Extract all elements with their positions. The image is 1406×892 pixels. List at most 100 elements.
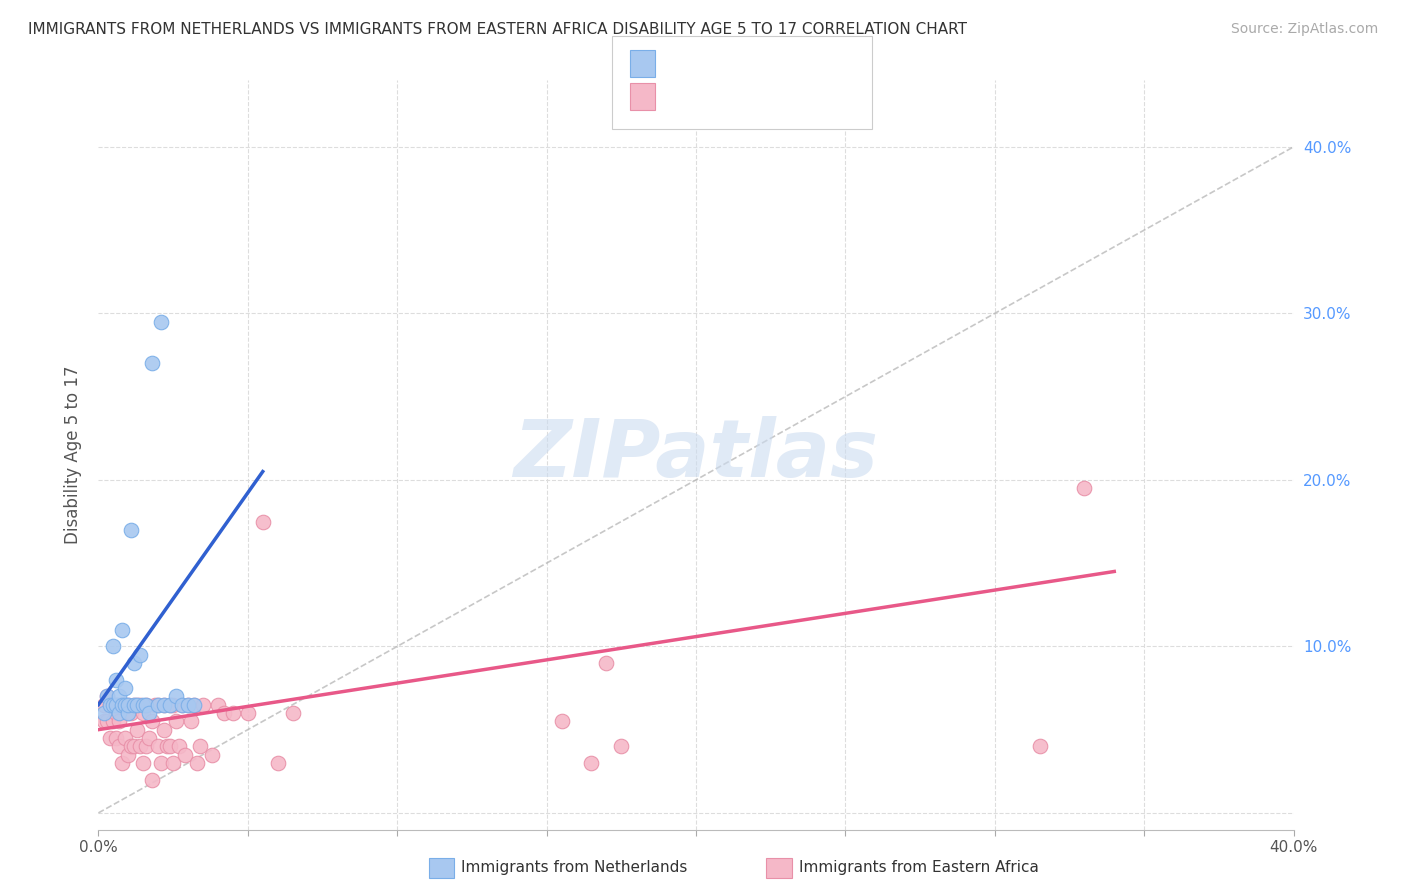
Point	[132, 698, 155, 712]
Text: 0.269: 0.269	[700, 58, 744, 72]
Point	[150, 315, 173, 329]
Point	[103, 698, 125, 712]
Point	[108, 706, 131, 720]
Point	[135, 739, 157, 754]
Point	[111, 623, 134, 637]
Point	[117, 698, 139, 712]
Point	[167, 739, 190, 754]
Point	[159, 739, 181, 754]
Point	[114, 681, 136, 695]
Point	[132, 756, 155, 770]
Point	[177, 698, 200, 712]
Point	[105, 706, 128, 720]
Point	[103, 714, 125, 729]
Point	[550, 714, 572, 729]
Point	[156, 739, 179, 754]
Point	[124, 698, 146, 712]
Text: R =: R =	[664, 58, 697, 72]
Point	[117, 706, 139, 720]
Point	[188, 739, 211, 754]
Text: 71: 71	[804, 91, 824, 105]
Point	[138, 706, 160, 720]
Point	[141, 772, 163, 787]
Point	[103, 698, 125, 712]
Point	[135, 698, 157, 712]
Point	[129, 648, 152, 662]
Point	[103, 640, 125, 654]
Point	[183, 698, 205, 712]
Point	[159, 698, 181, 712]
Point	[98, 731, 122, 745]
Point	[108, 690, 131, 704]
Point	[191, 698, 214, 712]
Point	[105, 731, 128, 745]
Point	[581, 756, 603, 770]
Point	[117, 698, 139, 712]
Point	[120, 706, 142, 720]
Point	[186, 756, 208, 770]
Point	[98, 698, 122, 712]
Point	[201, 747, 224, 762]
Point	[114, 731, 136, 745]
Point	[165, 690, 187, 704]
Point	[108, 739, 131, 754]
Text: Immigrants from Eastern Africa: Immigrants from Eastern Africa	[799, 860, 1039, 874]
Point	[127, 698, 149, 712]
Point	[138, 731, 160, 745]
Point	[105, 698, 128, 712]
Text: R =: R =	[664, 91, 697, 105]
Point	[124, 698, 146, 712]
Point	[150, 756, 173, 770]
Point	[153, 698, 176, 712]
Point	[111, 698, 134, 712]
Point	[148, 739, 170, 754]
Point	[153, 723, 176, 737]
Point	[124, 739, 146, 754]
Point	[105, 698, 128, 712]
Text: IMMIGRANTS FROM NETHERLANDS VS IMMIGRANTS FROM EASTERN AFRICA DISABILITY AGE 5 T: IMMIGRANTS FROM NETHERLANDS VS IMMIGRANT…	[28, 22, 967, 37]
Point	[117, 706, 139, 720]
Point	[148, 698, 170, 712]
Point	[165, 714, 187, 729]
Point	[267, 756, 290, 770]
Text: 0.416: 0.416	[700, 91, 744, 105]
Point	[172, 698, 194, 712]
Point	[96, 714, 118, 729]
Text: 32: 32	[804, 58, 824, 72]
Point	[120, 523, 142, 537]
Point	[96, 690, 118, 704]
Point	[610, 739, 633, 754]
Text: Source: ZipAtlas.com: Source: ZipAtlas.com	[1230, 22, 1378, 37]
Point	[153, 698, 176, 712]
Point	[162, 756, 184, 770]
Point	[98, 698, 122, 712]
Point	[129, 739, 152, 754]
Point	[111, 756, 134, 770]
Point	[207, 698, 229, 712]
Point	[127, 723, 149, 737]
Point	[212, 706, 235, 720]
Point	[143, 698, 166, 712]
Point	[236, 706, 259, 720]
Point	[252, 515, 274, 529]
Point	[124, 656, 146, 670]
Point	[93, 698, 115, 712]
Point	[148, 698, 170, 712]
Text: N =: N =	[755, 91, 799, 105]
Point	[93, 714, 115, 729]
Point	[174, 747, 197, 762]
Point	[105, 673, 128, 687]
Point	[120, 739, 142, 754]
Point	[281, 706, 304, 720]
Point	[177, 698, 200, 712]
Point	[114, 698, 136, 712]
Point	[111, 698, 134, 712]
Point	[96, 690, 118, 704]
Point	[129, 698, 152, 712]
Point	[114, 698, 136, 712]
Point	[117, 747, 139, 762]
Point	[141, 356, 163, 370]
Text: ZIPatlas: ZIPatlas	[513, 416, 879, 494]
Point	[141, 714, 163, 729]
Point	[159, 698, 181, 712]
